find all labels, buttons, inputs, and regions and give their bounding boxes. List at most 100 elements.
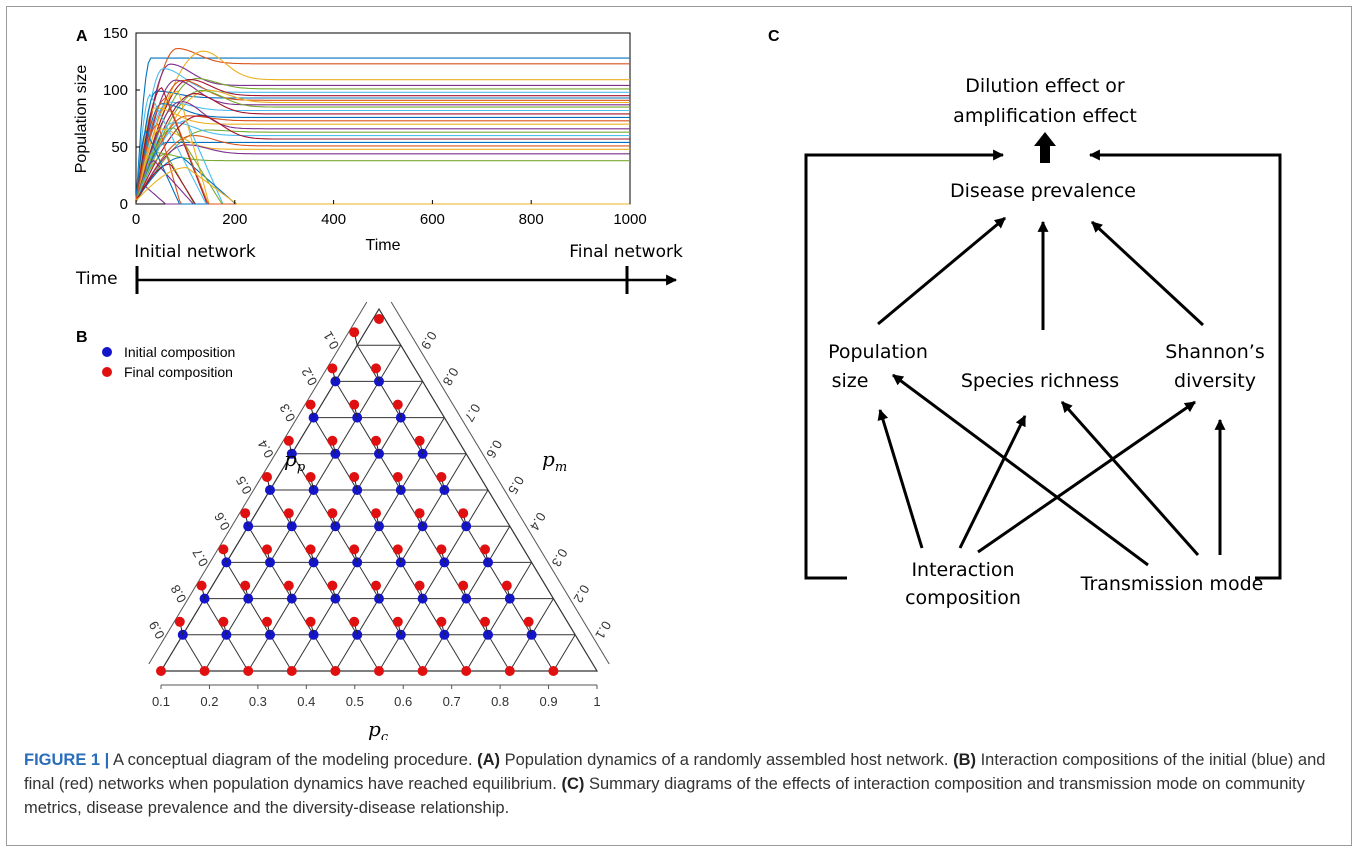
interaction-to-shannon-arrow <box>977 400 1196 554</box>
final-point <box>480 616 490 627</box>
bottom-tick-label: 0.8 <box>491 694 509 709</box>
right-tick-label: 0.7 <box>461 401 483 424</box>
population-line <box>135 78 630 202</box>
final-point <box>548 666 559 676</box>
population-line <box>135 151 630 202</box>
final-point <box>240 508 251 519</box>
final-point <box>436 616 447 627</box>
y-tick-label: 0 <box>120 196 128 213</box>
caption-tag-b: (B) <box>953 751 977 769</box>
final-point <box>392 544 403 555</box>
caption-part-b: Interaction compositions of the initial … <box>24 751 1326 793</box>
final-point <box>327 435 338 446</box>
final-point <box>305 544 316 555</box>
bottom-axis-label: pc <box>368 717 389 740</box>
panel-label-a: A <box>76 28 88 45</box>
x-axis-label: Time <box>366 237 401 254</box>
figure-canvas: A 0 200 400 600 800 1000 0 50 100 150 Population … <box>73 25 1282 740</box>
final-point <box>305 616 316 627</box>
final-point <box>330 666 341 676</box>
final-point <box>262 616 272 627</box>
final-point <box>262 544 272 555</box>
x-tick-label: 0 <box>132 211 140 228</box>
grid-line <box>356 344 554 672</box>
feedback-right-arrow <box>1088 149 1282 580</box>
interaction-label-line2: composition <box>905 587 1021 609</box>
x-tick-label: 1000 <box>613 211 646 228</box>
final-point <box>392 399 403 410</box>
bottom-tick-label: 0.1 <box>152 694 170 709</box>
left-axis <box>148 301 368 665</box>
bottom-tick-label: 0.9 <box>540 694 558 709</box>
interaction-to-popsize-arrow <box>877 408 924 549</box>
caption-tag-c: (C) <box>561 775 585 793</box>
panel-b: B Initial composition Final composition … <box>76 301 614 740</box>
final-point <box>283 580 294 591</box>
bottom-tick-label: 0.2 <box>200 694 218 709</box>
transmission-label: Transmission mode <box>1080 573 1264 595</box>
final-point <box>504 666 515 676</box>
final-point <box>349 399 360 410</box>
grid-line <box>204 344 402 672</box>
population-line <box>135 79 630 202</box>
caption-part-a: Population dynamics of a randomly assemb… <box>500 751 954 769</box>
popsize-to-prevalence-arrow <box>877 216 1006 326</box>
grid-line <box>378 489 489 672</box>
composition-points <box>156 314 559 676</box>
right-tick-label: 0.1 <box>592 618 614 641</box>
population-line <box>135 134 630 202</box>
grid-line <box>269 489 380 672</box>
y-tick-label: 150 <box>103 25 128 42</box>
final-point <box>371 580 381 591</box>
x-tick-label: 400 <box>321 211 346 228</box>
final-point <box>174 616 185 627</box>
bottom-tick-label: 0.4 <box>297 694 315 709</box>
figure-frame <box>6 6 1352 846</box>
interaction-label-line1: Interaction <box>911 559 1014 581</box>
final-point <box>374 666 384 676</box>
final-point <box>501 580 512 591</box>
figure-caption: FIGURE 1 | A conceptual diagram of the m… <box>24 748 1334 820</box>
right-tick-label: 0.2 <box>570 582 592 605</box>
final-point <box>349 472 360 482</box>
population-line <box>135 128 630 202</box>
bottom-tick-label: 0.7 <box>443 694 461 709</box>
population-line <box>135 115 630 202</box>
grid-line <box>225 562 293 672</box>
bottom-tick-label: 1 <box>593 694 600 709</box>
population-line <box>135 103 630 202</box>
population-line-extinct <box>135 167 630 205</box>
timeline-start-label: Initial network <box>134 242 256 262</box>
population-line <box>135 50 630 202</box>
caption-intro: A conceptual diagram of the modeling pro… <box>109 751 478 769</box>
final-point <box>243 666 254 676</box>
legend-final-label: Final composition <box>124 364 233 380</box>
population-lines <box>135 47 630 205</box>
population-line <box>135 89 630 202</box>
y-axis-label: Population size <box>73 65 90 174</box>
final-point <box>286 666 297 676</box>
right-axis-label: pm <box>542 447 567 475</box>
final-point <box>349 327 360 338</box>
pathway-arrows <box>804 132 1282 580</box>
right-axis <box>390 301 610 665</box>
y-tick-label: 100 <box>103 82 128 99</box>
right-tick-label: 0.4 <box>527 510 549 533</box>
popsize-label-line2: size <box>832 370 869 392</box>
outcome-arrow <box>1034 132 1056 163</box>
final-point <box>327 508 338 519</box>
final-point <box>414 508 425 519</box>
population-line <box>135 47 630 202</box>
population-line <box>135 63 630 202</box>
outcome-label-line1: Dilution effect or <box>965 75 1125 97</box>
final-point <box>218 616 229 627</box>
grid-line <box>465 562 533 672</box>
legend-initial-label: Initial composition <box>124 344 235 360</box>
panel-label-b: B <box>76 329 88 346</box>
population-line <box>135 129 630 202</box>
final-point <box>414 580 425 591</box>
grid-line <box>552 634 576 672</box>
ternary-axes: 0.1 0.2 0.3 0.4 0.5 0.6 0.7 0.8 0.9 10.10.20.30.4… <box>146 301 614 709</box>
left-axis-label: pp <box>284 447 306 475</box>
final-point <box>371 363 381 374</box>
